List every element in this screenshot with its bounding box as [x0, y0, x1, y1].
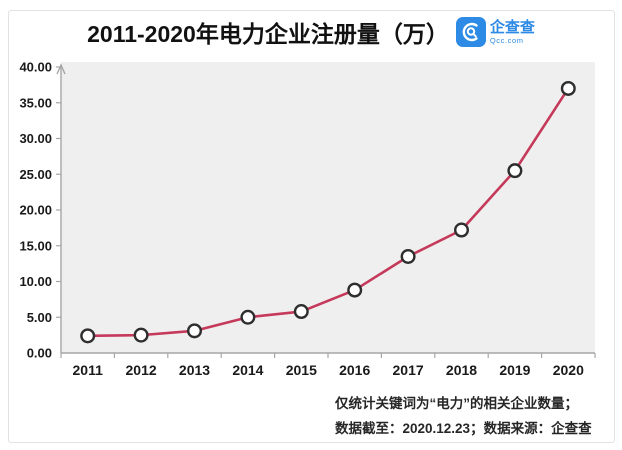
x-axis-label: 2017 — [393, 362, 424, 378]
y-axis-label: 10.00 — [19, 274, 52, 289]
x-axis-label: 2014 — [232, 362, 263, 378]
x-axis-label: 2013 — [179, 362, 210, 378]
y-axis-label: 5.00 — [27, 310, 52, 325]
chart-title: 2011-2020年电力企业注册量（万） — [87, 21, 449, 47]
x-axis-label: 2020 — [553, 362, 584, 378]
y-axis-label: 25.00 — [19, 167, 52, 182]
logo-text: 企查查 Qcc.com — [490, 20, 535, 45]
logo-domain: Qcc.com — [489, 35, 524, 45]
data-point — [240, 309, 256, 325]
data-point — [347, 282, 363, 298]
plot-area — [61, 62, 595, 353]
y-axis-label: 30.00 — [19, 131, 52, 146]
y-axis-label: 15.00 — [19, 238, 52, 253]
qichacha-logo: 企查查 Qcc.com — [455, 17, 535, 47]
y-axis-arrow-icon — [56, 63, 66, 75]
data-point — [560, 80, 576, 96]
y-axis-label: 35.00 — [19, 95, 52, 110]
data-point — [293, 304, 309, 320]
footnotes: 仅统计关键词为“电力”的相关企业数量； 数据截至：2020.12.23；数据来源… — [335, 391, 592, 441]
logo-brand-name: 企查查 — [489, 18, 535, 36]
title-row: 2011-2020年电力企业注册量（万） 企查查 Qcc.com — [0, 15, 622, 49]
data-point — [454, 222, 470, 238]
y-axis-label: 20.00 — [19, 203, 52, 218]
x-axis-label: 2016 — [339, 362, 370, 378]
y-axis-label: 0.00 — [27, 346, 52, 361]
qichacha-logo-icon — [455, 17, 486, 47]
x-axis-label: 2012 — [126, 362, 157, 378]
x-axis-label: 2018 — [446, 362, 477, 378]
series-line — [87, 87, 570, 338]
x-axis-label: 2011 — [73, 362, 104, 378]
footnote-line-1: 仅统计关键词为“电力”的相关企业数量； — [335, 396, 578, 411]
footnote-line-2: 数据截至：2020.12.23；数据来源：企查查 — [335, 421, 592, 436]
y-axis-label: 40.00 — [19, 60, 52, 75]
magnifier-at-glyph — [462, 22, 478, 42]
data-point — [80, 328, 96, 344]
data-point — [507, 163, 523, 179]
x-axis-label: 2015 — [286, 362, 317, 378]
x-axis-label: 2019 — [499, 362, 530, 378]
data-point — [186, 323, 202, 339]
data-point — [400, 248, 416, 264]
data-point — [133, 327, 149, 343]
